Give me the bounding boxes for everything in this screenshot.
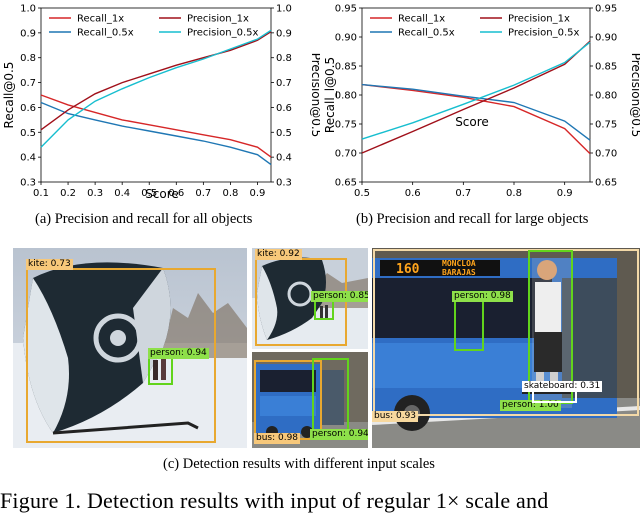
y-tick-label-right: 0.95 (595, 4, 617, 15)
y-tick-label-right: 0.5 (276, 128, 292, 139)
legend-label: Recall_1x (77, 14, 124, 25)
x-tick-label: 0.4 (114, 188, 130, 199)
y-tick-label-right: 0.8 (276, 53, 292, 64)
y-tick-label-left: 0.5 (20, 128, 36, 139)
y-tick-label-left: 0.8 (20, 53, 36, 64)
y-tick-label-right: 0.65 (595, 178, 617, 189)
skateboard-label: skateboard: 0.31 (522, 381, 603, 392)
x-tick-label: 0.7 (455, 188, 471, 199)
bus-sign-route: 160 (396, 262, 420, 277)
person-label-b: person: 1.00 (500, 400, 561, 411)
y-tick-label-left: 1.0 (20, 4, 36, 15)
y-tick-label-left: 0.9 (20, 28, 36, 39)
x-tick-label: 0.6 (168, 188, 184, 199)
caption-a: (a) Precision and recall for all objects (35, 211, 253, 227)
x-tick-label: 0.1 (33, 188, 49, 199)
person-label: person: 0.94 (310, 429, 368, 440)
y-tick-label-left: 0.6 (20, 103, 36, 114)
x-tick-label: 0.6 (405, 188, 421, 199)
y-tick-label-right: 0.75 (595, 120, 617, 131)
x-tick-label: 0.8 (506, 188, 522, 199)
figure-caption: Figure 1. Detection results with input o… (0, 488, 549, 513)
series-line-recall-1x (361, 83, 591, 155)
bus-label: bus: 0.98 (254, 433, 301, 444)
bus-sign-dest2: BARAJAS (442, 268, 476, 277)
photo-bus-large: 160 MONCLOA BARAJAS bus: 0.93 person: 0.… (372, 248, 640, 448)
x-tick-label: 0.5 (354, 188, 370, 199)
legend-label: Recall_0.5x (77, 28, 134, 39)
x-tick-label: 0.9 (557, 188, 573, 199)
y-tick-label-right: 0.3 (276, 178, 292, 189)
bus-box (373, 249, 639, 416)
legend-label: Precision_0.5x (508, 28, 580, 39)
person-box (312, 358, 349, 436)
y-tick-label-left: 0.65 (335, 178, 357, 189)
person-box-a (454, 298, 484, 351)
y-tick-label-right: 0.80 (595, 91, 617, 102)
x-tick-label: 0.7 (195, 188, 211, 199)
y-tick-label-right: 1.0 (276, 4, 292, 15)
bus-label: bus: 0.93 (372, 411, 419, 422)
x-tick-label: 0.3 (87, 188, 103, 199)
y-tick-label-left: 0.3 (20, 178, 36, 189)
x-tick-label: 0.5 (141, 188, 157, 199)
y-tick-label-left: 0.85 (335, 62, 357, 73)
y-tick-label-right: 0.4 (276, 153, 292, 164)
photo-kite-large: kite: 0.73 person: 0.94 (13, 248, 247, 448)
y-tick-label-left: 0.80 (335, 91, 357, 102)
chart-b-xlabel: Score (455, 115, 489, 129)
y-tick-label-left: 0.75 (335, 120, 357, 131)
x-tick-label: 0.2 (60, 188, 76, 199)
person-label: person: 0.85 (311, 291, 368, 302)
legend-label: Recall_0.5x (398, 28, 455, 39)
series-line-precision-1x (40, 31, 272, 131)
legend-label: Precision_0.5x (187, 28, 259, 39)
legend-label: Precision_1x (508, 14, 570, 25)
y-tick-label-right: 0.9 (276, 28, 292, 39)
y-tick-label-left: 0.4 (20, 153, 36, 164)
y-tick-label-right: 0.90 (595, 33, 617, 44)
y-tick-label-left: 0.95 (335, 4, 357, 15)
series-line-recall-1x (40, 94, 272, 158)
legend-label: Precision_1x (187, 14, 249, 25)
chart-b-large-objects: 0.5 0.6 0.7 0.8 0.9 0.65 0.65 0.70 0.70 0.75 0.75 0… (323, 4, 640, 200)
legend-label: Recall_1x (398, 14, 445, 25)
series-line-precision-1x (361, 40, 591, 154)
chart-b-ylabel-left: Recall_l@0.5 (323, 57, 337, 133)
y-tick-label-right: 0.85 (595, 62, 617, 73)
series-line-recall-0-5x (361, 83, 591, 141)
chart-a-ylabel-right: Precision@0.5 (309, 53, 320, 138)
y-tick-label-left: 0.90 (335, 33, 357, 44)
series-line-precision-0-5x (40, 29, 272, 148)
y-tick-label-right: 0.70 (595, 149, 617, 160)
person-box (314, 300, 334, 320)
person-label: person: 0.94 (148, 348, 209, 359)
chart-a-ylabel-left: Recall@0.5 (2, 62, 16, 129)
y-tick-label-right: 0.7 (276, 78, 292, 89)
photo-bus-small: bus: 0.98 person: 0.94 (252, 352, 368, 448)
x-tick-label: 0.9 (250, 188, 266, 199)
person-label-a: person: 0.98 (452, 291, 513, 302)
x-tick-label: 0.8 (222, 188, 238, 199)
series-line-recall-0-5x (40, 101, 272, 166)
kite-box (26, 268, 216, 443)
chart-a-xlabel: Score (145, 187, 179, 201)
y-tick-label-left: 0.70 (335, 149, 357, 160)
caption-b: (b) Precision and recall for large objec… (356, 211, 589, 227)
kite-label: kite: 0.73 (26, 259, 73, 270)
y-tick-label-left: 0.7 (20, 78, 36, 89)
chart-b-ylabel-right: Precision@0.5 (629, 53, 640, 138)
kite-scene-image (13, 248, 247, 448)
caption-c: (c) Detection results with different inp… (163, 456, 435, 472)
series-line-precision-0-5x (361, 41, 591, 140)
bus-sign-dest1: MONCLOA (442, 259, 476, 268)
kite-label: kite: 0.92 (255, 249, 302, 260)
chart-a-all-objects: 0.1 0.2 0.3 0.4 0.5 0.6 0.7 0.8 0.9 0.3 0.3 0.4 0.4 0… (2, 4, 320, 202)
y-tick-label-right: 0.6 (276, 103, 292, 114)
photo-kite-small: kite: 0.92 person: 0.85 (252, 248, 368, 349)
